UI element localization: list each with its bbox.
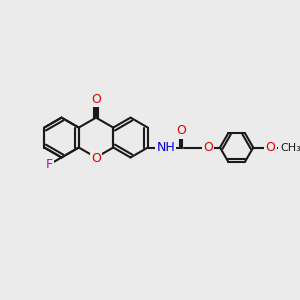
Text: O: O: [176, 124, 186, 137]
Text: O: O: [91, 152, 101, 165]
Text: O: O: [91, 93, 101, 106]
Text: F: F: [46, 158, 52, 171]
Text: CH₃: CH₃: [281, 142, 300, 152]
Text: O: O: [266, 141, 276, 154]
Text: O: O: [203, 141, 213, 154]
Text: NH: NH: [156, 141, 175, 154]
